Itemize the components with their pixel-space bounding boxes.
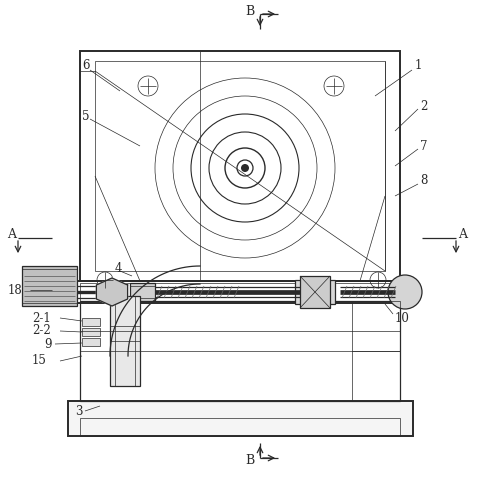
Text: 5: 5: [82, 109, 89, 122]
Polygon shape: [97, 278, 128, 306]
Text: 15: 15: [32, 354, 47, 367]
Text: 2: 2: [420, 100, 427, 112]
Text: 2-2: 2-2: [32, 325, 51, 337]
Text: 1: 1: [415, 59, 423, 72]
Bar: [22, 269, 77, 303]
Bar: [22, 266, 77, 306]
Bar: [130, 283, 155, 301]
Bar: [80, 301, 400, 401]
Bar: [68, 281, 413, 303]
Bar: [300, 276, 330, 308]
Text: 3: 3: [75, 404, 83, 417]
Text: 10: 10: [395, 312, 410, 325]
Bar: [68, 401, 413, 436]
Text: 8: 8: [420, 174, 427, 188]
Text: 18: 18: [8, 283, 23, 296]
Text: 9: 9: [44, 337, 52, 350]
Text: 4: 4: [115, 261, 122, 275]
Bar: [295, 280, 335, 304]
Text: 7: 7: [420, 139, 427, 153]
Text: A: A: [458, 227, 467, 241]
Circle shape: [388, 275, 422, 309]
Bar: [80, 418, 400, 436]
Bar: [82, 318, 100, 326]
Circle shape: [241, 164, 249, 172]
Text: 6: 6: [82, 59, 89, 72]
Text: 2-1: 2-1: [32, 312, 51, 325]
Bar: [130, 286, 155, 298]
Bar: [95, 61, 385, 271]
Bar: [80, 283, 400, 301]
Text: B: B: [245, 5, 255, 18]
Bar: [82, 338, 100, 346]
Text: B: B: [245, 453, 255, 467]
Bar: [82, 328, 100, 336]
Bar: [80, 51, 400, 281]
Bar: [110, 296, 140, 386]
Bar: [115, 296, 135, 386]
Text: A: A: [8, 227, 17, 241]
Bar: [352, 301, 400, 401]
